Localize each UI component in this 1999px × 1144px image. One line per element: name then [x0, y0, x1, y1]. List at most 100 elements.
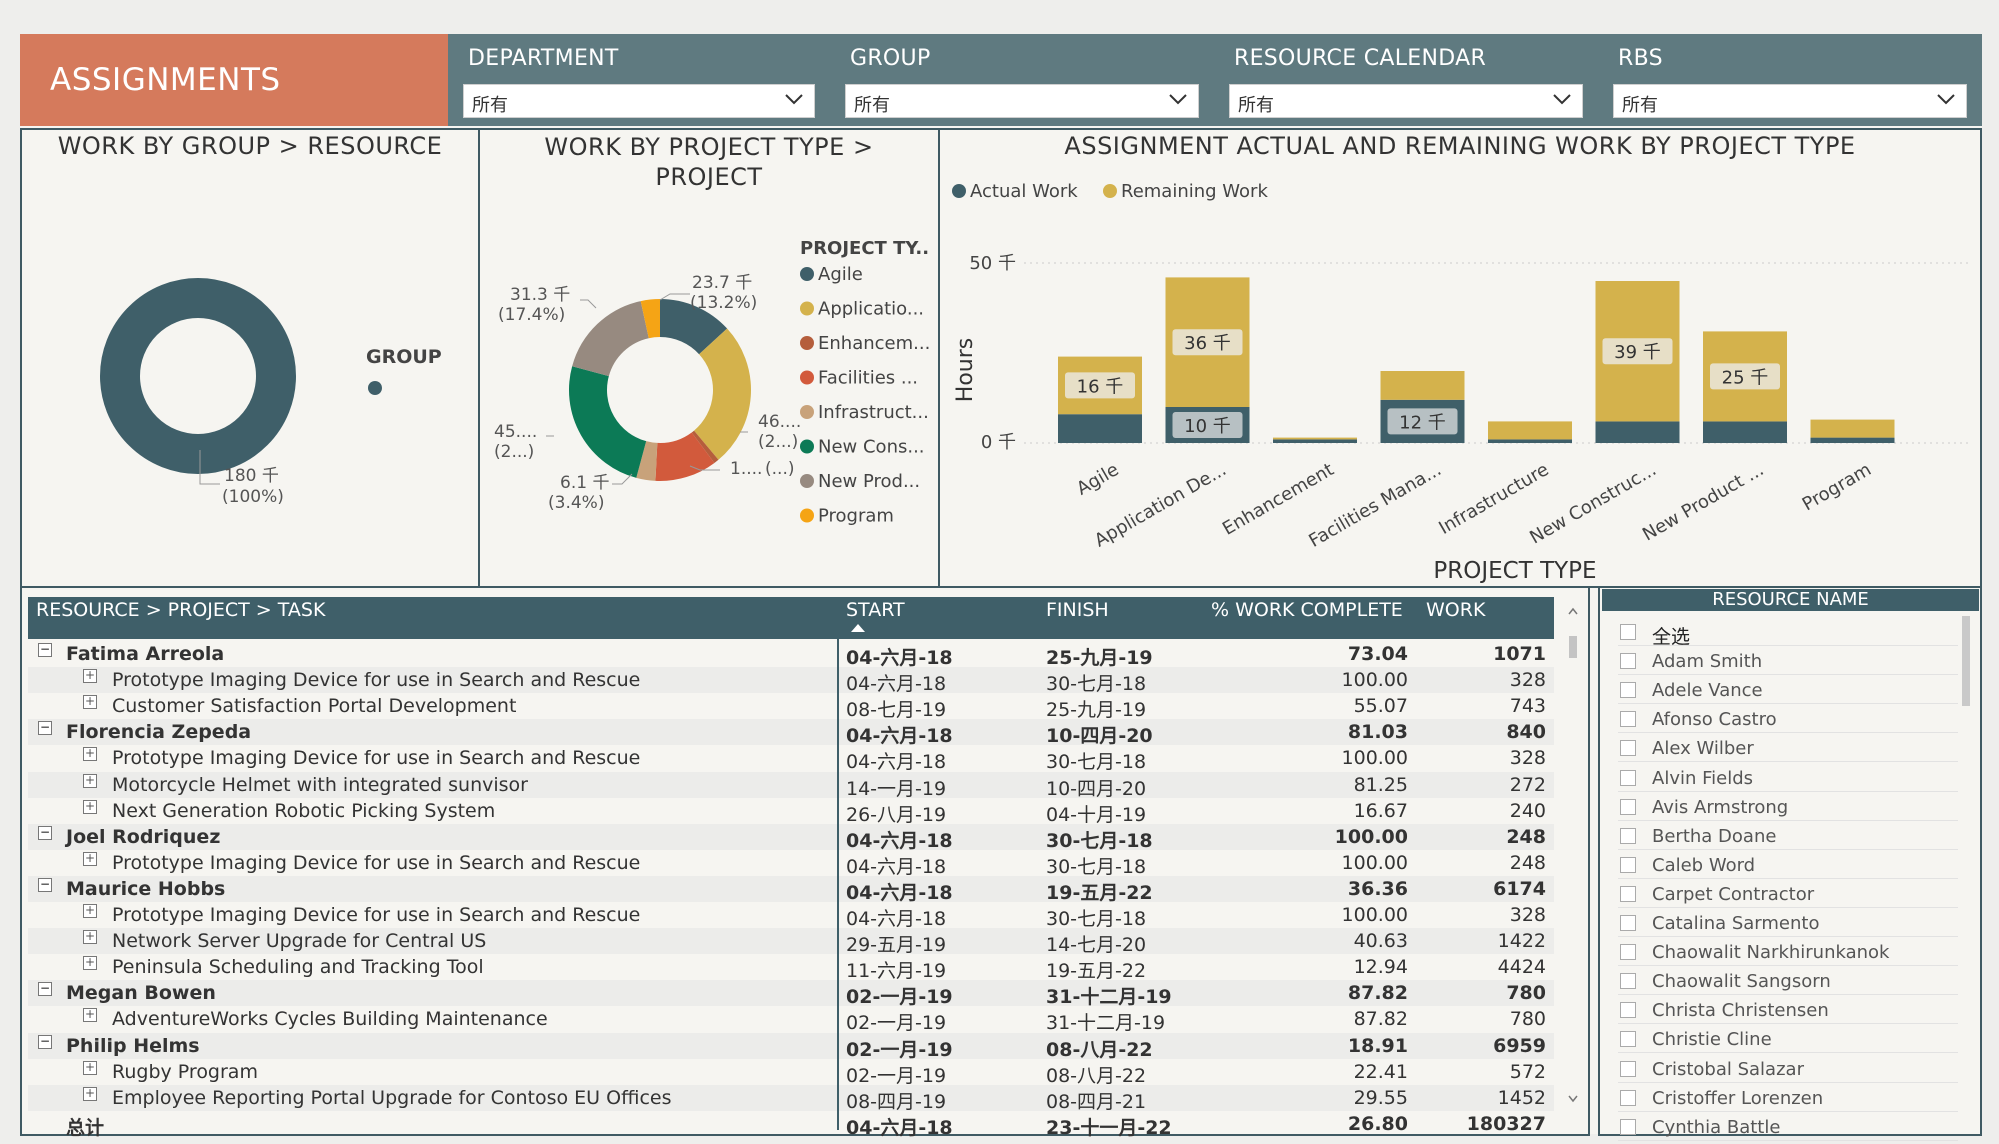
legend-remaining-marker[interactable] [1103, 184, 1117, 198]
expand-icon[interactable]: + [83, 772, 97, 788]
checkbox-icon[interactable] [1620, 624, 1636, 640]
table-row[interactable]: + Customer Satisfaction Portal Developmen… [28, 693, 1554, 721]
legend-label[interactable]: Enhancem... [818, 333, 930, 354]
resource-filter-item[interactable]: Afonso Castro [1618, 707, 1958, 734]
scroll-down-icon[interactable] [1567, 1094, 1579, 1104]
table-row[interactable]: − Joel Rodriquez 04-六月-18 30-七月-18 100.00 248 [28, 823, 1554, 852]
col-header-pct[interactable]: % WORK COMPLETE [1211, 599, 1403, 621]
donut-segment-group[interactable] [100, 278, 296, 474]
checkbox-icon[interactable] [1620, 973, 1636, 990]
donut-segment-facilities[interactable] [655, 432, 715, 481]
legend-marker[interactable] [800, 439, 814, 454]
legend-marker[interactable] [800, 301, 814, 316]
resource-filter-item[interactable]: Cynthia Battle [1618, 1115, 1958, 1141]
table-row[interactable]: − Philip Helms 02-一月-19 08-八月-22 18.91 6959 [28, 1032, 1554, 1061]
checkbox-icon[interactable] [1620, 827, 1636, 844]
col-header-name[interactable]: RESOURCE > PROJECT > TASK [36, 599, 326, 621]
legend-label[interactable]: Applicatio... [818, 299, 924, 320]
donut-segment-agile[interactable] [659, 299, 728, 355]
checkbox-icon[interactable] [1620, 769, 1636, 786]
rbs-dropdown[interactable]: 所有 [1613, 84, 1967, 118]
collapse-icon[interactable]: − [38, 876, 52, 892]
resource-filter-item[interactable]: 全选 [1618, 620, 1958, 648]
expand-icon[interactable]: + [83, 1059, 97, 1075]
checkbox-icon[interactable] [1620, 740, 1636, 757]
legend-label[interactable]: New Prod... [818, 471, 920, 492]
project-type-donut-chart[interactable]: 23.7 千 (13.2%) 31.3 千 (17.4%) 45.... (2.… [480, 130, 938, 586]
resource-filter-item[interactable]: Cristobal Salazar [1618, 1057, 1958, 1083]
expand-icon[interactable]: + [83, 694, 97, 710]
table-row[interactable]: + Next Generation Robotic Picking System 2… [28, 798, 1554, 826]
actual-remaining-bar-chart[interactable]: Actual Work Remaining Work Hours 50 千 0 … [940, 130, 1980, 586]
donut-segment-infrastructure[interactable] [636, 441, 658, 481]
donut-segment-application[interactable] [693, 328, 751, 460]
table-scroll-thumb[interactable] [1569, 636, 1577, 658]
bar-remaining-work[interactable] [1488, 421, 1572, 440]
sort-ascending-icon[interactable] [850, 623, 866, 633]
checkbox-icon[interactable] [1620, 856, 1636, 873]
legend-label[interactable]: New Cons... [818, 437, 925, 458]
checkbox-icon[interactable] [1620, 915, 1636, 931]
bar-remaining-work[interactable] [1380, 371, 1465, 400]
table-row[interactable]: + Rugby Program 02-一月-19 08-八月-22 22.41 572 [28, 1059, 1554, 1087]
resource-filter-item[interactable]: Avis Armstrong [1618, 795, 1958, 821]
donut-segment-new-construction[interactable] [569, 366, 647, 478]
resource-filter-item[interactable]: Catalina Sarmento [1618, 911, 1958, 937]
bar-actual-work[interactable] [1703, 421, 1787, 443]
col-header-finish[interactable]: FINISH [1046, 599, 1109, 621]
resource-calendar-dropdown[interactable]: 所有 [1229, 84, 1583, 118]
legend-marker[interactable] [800, 370, 814, 385]
bar-actual-work[interactable] [1810, 437, 1895, 443]
collapse-icon[interactable]: − [38, 720, 52, 736]
collapse-icon[interactable]: − [38, 981, 52, 997]
legend-label[interactable]: Facilities ... [818, 368, 918, 389]
legend-marker[interactable] [800, 336, 814, 350]
checkbox-icon[interactable] [1620, 711, 1636, 728]
legend-marker[interactable] [800, 405, 814, 419]
checkbox-icon[interactable] [1620, 798, 1636, 815]
expand-icon[interactable]: + [83, 1007, 97, 1023]
legend-marker[interactable] [800, 508, 814, 523]
expand-icon[interactable]: + [83, 798, 97, 814]
legend-actual-marker[interactable] [952, 184, 966, 198]
scroll-up-icon[interactable] [1567, 606, 1579, 616]
resource-filter-item[interactable]: Adam Smith [1618, 649, 1958, 676]
table-row[interactable]: + Peninsula Scheduling and Tracking Tool 1… [28, 954, 1554, 982]
resource-filter-item[interactable]: Bertha Doane [1618, 824, 1958, 850]
resource-filter-item[interactable]: Caleb Word [1618, 853, 1958, 879]
project-type-donut[interactable] [569, 299, 751, 481]
expand-icon[interactable]: + [83, 903, 97, 918]
table-row[interactable]: + Prototype Imaging Device for use in Sea… [28, 667, 1554, 695]
donut-segment-enhancement[interactable] [691, 430, 719, 463]
col-header-start[interactable]: START [846, 599, 905, 621]
table-scrollbar[interactable] [1566, 606, 1580, 1130]
bar-actual-work[interactable] [1058, 414, 1142, 443]
resource-filter-item[interactable]: Adele Vance [1618, 678, 1958, 705]
table-row[interactable]: + Prototype Imaging Device for use in Sea… [28, 850, 1554, 878]
table-row[interactable]: − Maurice Hobbs 04-六月-18 19-五月-22 36.36 6174 [28, 875, 1554, 904]
legend-label[interactable]: Agile [818, 264, 863, 285]
legend-remaining-label[interactable]: Remaining Work [1121, 181, 1268, 202]
expand-icon[interactable]: + [83, 668, 97, 684]
department-dropdown[interactable]: 所有 [463, 84, 815, 118]
resource-filter-item[interactable]: Christie Cline [1618, 1027, 1958, 1054]
table-row[interactable]: + Network Server Upgrade for Central US 29… [28, 928, 1554, 956]
table-row[interactable]: − Fatima Arreola 04-六月-18 25-九月-19 73.04 1071 [28, 641, 1554, 669]
resource-filter-item[interactable]: Alex Wilber [1618, 736, 1958, 763]
checkbox-icon[interactable] [1620, 1031, 1636, 1048]
legend-actual-label[interactable]: Actual Work [970, 181, 1078, 202]
expand-icon[interactable]: + [83, 746, 97, 762]
bar-actual-work[interactable] [1595, 421, 1680, 443]
table-row[interactable]: + Prototype Imaging Device for use in Sea… [28, 902, 1554, 930]
table-total-row[interactable]: 总计 04-六月-18 23-十一月-22 26.80 180327 [28, 1111, 1554, 1139]
checkbox-icon[interactable] [1620, 653, 1636, 670]
legend-label[interactable]: Program [818, 506, 894, 527]
expand-icon[interactable]: + [83, 850, 97, 866]
expand-icon[interactable]: + [83, 1085, 97, 1101]
checkbox-icon[interactable] [1620, 1089, 1636, 1106]
checkbox-icon[interactable] [1620, 1002, 1636, 1019]
expand-icon[interactable]: + [83, 929, 97, 945]
resource-filter-item[interactable]: Christa Christensen [1618, 998, 1958, 1025]
resource-filter-item[interactable]: Chaowalit Narkhirunkanok [1618, 940, 1958, 967]
donut-segment-new-product[interactable] [572, 301, 650, 377]
